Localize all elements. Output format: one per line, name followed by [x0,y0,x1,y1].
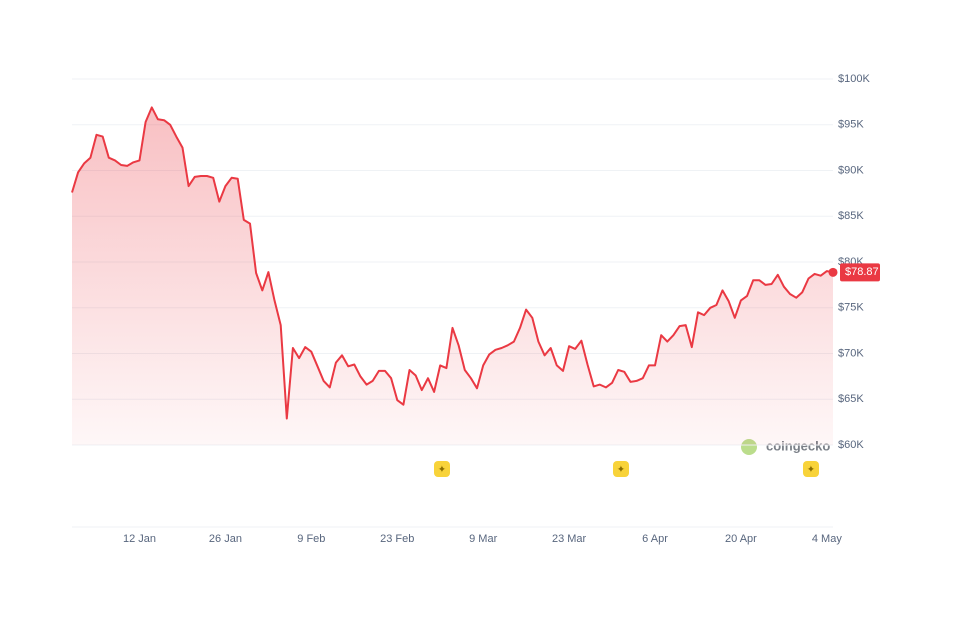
x-tick-label: 20 Apr [725,533,757,545]
x-tick-label: 9 Feb [297,533,325,545]
x-tick-label: 9 Mar [469,533,497,545]
x-tick-label: 23 Feb [380,533,414,545]
y-tick-label: $75K [838,302,864,314]
x-tick-label: 4 May [812,533,842,545]
x-tick-label: 12 Jan [123,533,156,545]
svg-text:✦: ✦ [438,465,446,476]
area [72,107,833,446]
svg-text:✦: ✦ [807,465,815,476]
y-tick-label: $60K [838,439,864,451]
y-tick-label: $95K [838,119,864,131]
y-tick-label: $70K [838,347,864,359]
event-markers: ✦ ✦ ✦ [434,461,819,477]
y-tick-label: $65K [838,393,864,405]
svg-text:✦: ✦ [617,465,625,476]
x-tick-label: 23 Mar [552,533,587,545]
price-line [71,106,834,420]
x-tick-label: 6 Apr [642,533,668,545]
x-tick-label: 26 Jan [209,533,242,545]
y-tick-label: $85K [838,210,864,222]
y-tick-label: $100K [838,73,870,85]
last-price-dot [828,267,838,277]
last-price-badge [840,263,880,282]
y-tick-label: $90K [838,164,864,176]
last-price-label: $78.87 [845,266,879,278]
